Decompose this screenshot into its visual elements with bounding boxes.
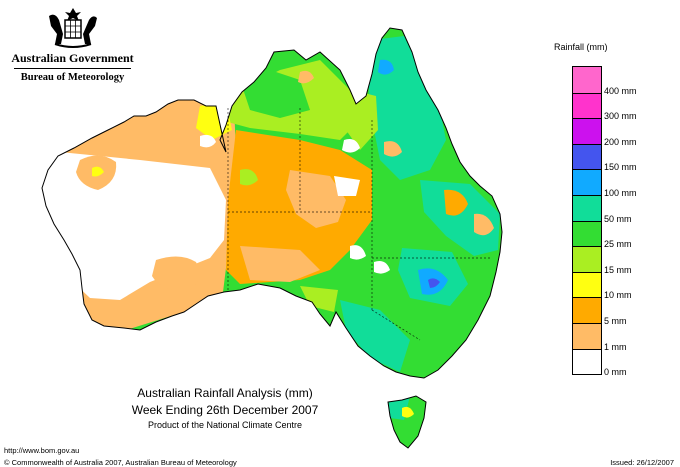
coat-of-arms-icon [48,8,97,48]
footer-url[interactable]: http://www.bom.gov.au [4,446,80,455]
legend-swatch [573,143,601,170]
legend-swatch [573,348,601,375]
legend-label: 15 mm [604,264,632,275]
map-title: Australian Rainfall Analysis (mm) [137,386,313,400]
map-credit: Product of the National Climate Centre [147,420,303,430]
footer-issued-date: Issued: 26/12/2007 [610,458,674,467]
legend-label: 5 mm [604,316,627,326]
footer-copyright: © Commonwealth of Australia 2007, Austra… [4,458,237,467]
legend-label: 100 mm [604,188,637,198]
legend-swatch [573,271,601,298]
legend-label: 0 mm [604,367,627,378]
org-name: Australian Government [11,51,134,65]
legend-label: 300 mm [604,111,637,122]
org-divider [14,68,131,69]
legend-label: 200 mm [604,136,637,147]
legend-swatch [573,67,601,93]
map-subtitle: Week Ending 26th December 2007 [131,403,319,417]
legend-label: 50 mm [604,213,632,224]
government-logo: Australian Government Bureau of Meteorol… [10,6,135,83]
legend-swatch [573,322,601,349]
legend-label: 150 mm [604,162,637,173]
legend-swatch [573,297,601,323]
legend-label: 25 mm [604,239,632,250]
legend-swatch [573,246,601,272]
legend-title: Rainfall (mm) [554,42,608,52]
legend-label: 1 mm [604,341,627,352]
legend-color-scale [572,66,602,376]
legend-swatch [573,194,601,221]
map-title-block: Australian Rainfall Analysis (mm) Week E… [100,385,350,432]
legend-label: 10 mm [604,290,632,301]
legend-label: 400 mm [604,85,637,96]
bureau-name: Bureau of Meteorology [20,72,125,83]
legend-swatch [573,169,601,195]
legend-swatch [573,220,601,247]
legend-swatch [573,118,601,144]
legend-swatch [573,92,601,119]
